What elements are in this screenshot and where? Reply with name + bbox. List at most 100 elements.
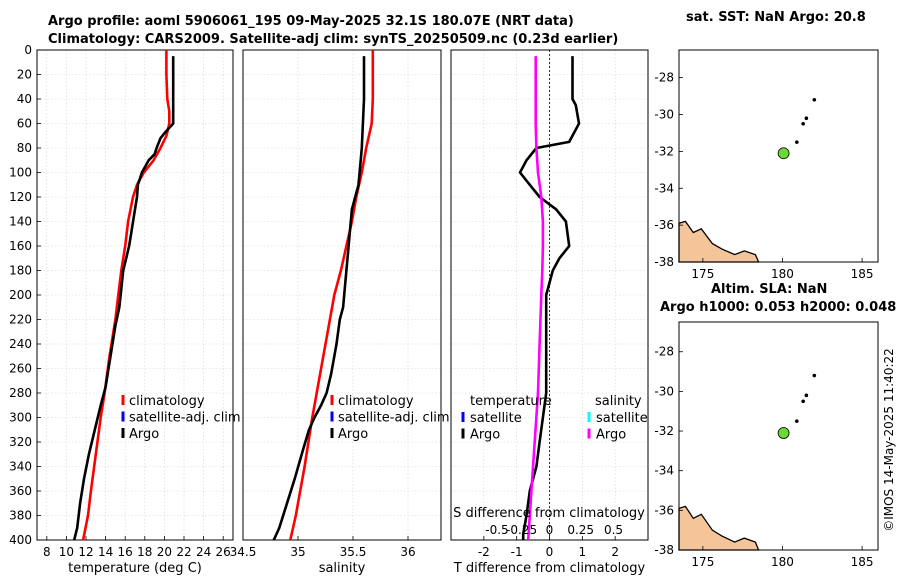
diff-legend-title: salinity	[595, 394, 642, 409]
map-track-point	[804, 393, 809, 398]
x-tick-label: 24	[196, 545, 211, 559]
map-x-tick-label: 180	[771, 555, 794, 569]
map-y-tick-label: -32	[654, 424, 674, 438]
diff-legend-title: temperature	[470, 394, 552, 409]
series-climatology	[289, 50, 375, 541]
sal-legend-label: Argo	[338, 427, 368, 442]
x-tick-label: 14	[98, 545, 113, 559]
temp-legend-label: satellite-adj. clim	[129, 411, 241, 426]
y-tick-label: 160	[9, 239, 32, 253]
x-tick-label: 2	[611, 545, 619, 559]
sla-map-subtitle: Argo h1000: 0.053 h2000: 0.048	[660, 300, 897, 315]
axes-frame	[242, 49, 442, 541]
secondary-x-tick-label: -0.5	[485, 523, 508, 537]
series-argo	[272, 56, 366, 541]
diff-legend-label: Argo	[596, 428, 626, 443]
map-x-tick-label: 185	[851, 267, 874, 281]
map-track-point	[795, 140, 799, 144]
sal-legend-label: satellite-adj. clim	[338, 411, 450, 426]
figure-title-line2: Climatology: CARS2009. Satellite-adj cli…	[48, 32, 619, 47]
map-y-tick-label: -34	[654, 181, 674, 195]
temp-legend-label: climatology	[129, 394, 205, 409]
y-tick-label: 300	[9, 411, 32, 425]
map-y-tick-label: -38	[654, 255, 674, 269]
y-tick-label: 220	[9, 313, 32, 327]
series-argo	[72, 56, 175, 541]
x-tick-label: 8	[43, 545, 51, 559]
y-tick-label: 100	[9, 166, 32, 180]
diff-legend-label: satellite	[596, 411, 648, 426]
y-tick-label: 280	[9, 386, 32, 400]
diff-legend-label: satellite	[470, 411, 522, 426]
imos-watermark: ©IMOS 14-May-2025 11:40:22	[882, 348, 896, 532]
y-tick-label: 140	[9, 215, 32, 229]
map-track-point	[812, 373, 817, 378]
x-tick-label: 20	[157, 545, 172, 559]
map-land-sla	[678, 505, 760, 551]
map-x-tick-label: 175	[691, 267, 714, 281]
y-tick-label: 120	[9, 190, 32, 204]
temp-legend-label: Argo	[129, 427, 159, 442]
y-tick-label: 20	[17, 68, 32, 82]
map-track-point	[804, 116, 809, 121]
map-track-point	[801, 399, 805, 404]
x-axis-label: temperature (deg C)	[68, 561, 202, 576]
figure-title-line1: Argo profile: aoml 5906061_195 09-May-20…	[48, 14, 574, 29]
map-frame-sla	[678, 321, 879, 551]
x-tick-label: 34.5	[230, 545, 257, 559]
y-tick-label: 240	[9, 337, 32, 351]
y-tick-label: 340	[9, 460, 32, 474]
x-tick-label: -2	[478, 545, 490, 559]
series-climatology	[81, 50, 171, 541]
secondary-x-tick-label: 0.25	[567, 523, 594, 537]
secondary-x-axis-label: S difference from climatology	[453, 506, 645, 521]
x-tick-label: 16	[118, 545, 133, 559]
secondary-x-tick-label: -0.25	[506, 523, 537, 537]
map-y-tick-label: -30	[654, 108, 674, 122]
y-tick-label: 200	[9, 288, 32, 302]
map-y-tick-label: -36	[654, 218, 674, 232]
y-tick-label: 260	[9, 362, 32, 376]
map-x-tick-label: 180	[771, 267, 794, 281]
secondary-x-tick-label: 0	[546, 523, 554, 537]
y-tick-label: 360	[9, 484, 32, 498]
x-tick-label: 12	[78, 545, 93, 559]
map-y-tick-label: -30	[654, 384, 674, 398]
map-y-tick-label: -34	[654, 464, 674, 478]
sst-map-title: sat. SST: NaN Argo: 20.8	[686, 10, 866, 25]
y-tick-label: 320	[9, 435, 32, 449]
secondary-x-tick-label: 0.5	[604, 523, 623, 537]
map-land-sst	[678, 220, 760, 263]
y-tick-label: 60	[17, 117, 32, 131]
map-y-tick-label: -38	[654, 543, 674, 557]
x-tick-label: 36	[400, 545, 415, 559]
x-tick-label: 0	[546, 545, 554, 559]
map-x-tick-label: 175	[691, 555, 714, 569]
map-profile-marker	[777, 147, 790, 160]
map-track-point	[812, 97, 817, 102]
map-track-point	[801, 121, 805, 126]
y-tick-label: 400	[9, 533, 32, 547]
series-t-difference-argo-	[518, 56, 581, 540]
x-axis-label: T difference from climatology	[453, 561, 646, 576]
y-tick-label: 0	[24, 43, 32, 57]
map-y-tick-label: -36	[654, 503, 674, 517]
map-x-tick-label: 185	[851, 555, 874, 569]
y-tick-label: 180	[9, 264, 32, 278]
y-tick-label: 40	[17, 92, 32, 106]
diff-legend-label: Argo	[470, 428, 500, 443]
series-s-difference-argo-	[526, 56, 545, 541]
y-tick-label: 80	[17, 141, 32, 155]
x-axis-label: salinity	[319, 561, 366, 576]
x-tick-label: 1	[579, 545, 587, 559]
map-frame-sst	[678, 49, 879, 263]
sal-legend-label: climatology	[338, 394, 414, 409]
x-tick-label: 18	[137, 545, 152, 559]
x-tick-label: 10	[59, 545, 74, 559]
map-y-tick-label: -28	[654, 345, 674, 359]
y-tick-label: 380	[9, 509, 32, 523]
x-tick-label: 35.5	[340, 545, 367, 559]
x-tick-label: 26	[216, 545, 231, 559]
x-tick-label: 22	[176, 545, 191, 559]
